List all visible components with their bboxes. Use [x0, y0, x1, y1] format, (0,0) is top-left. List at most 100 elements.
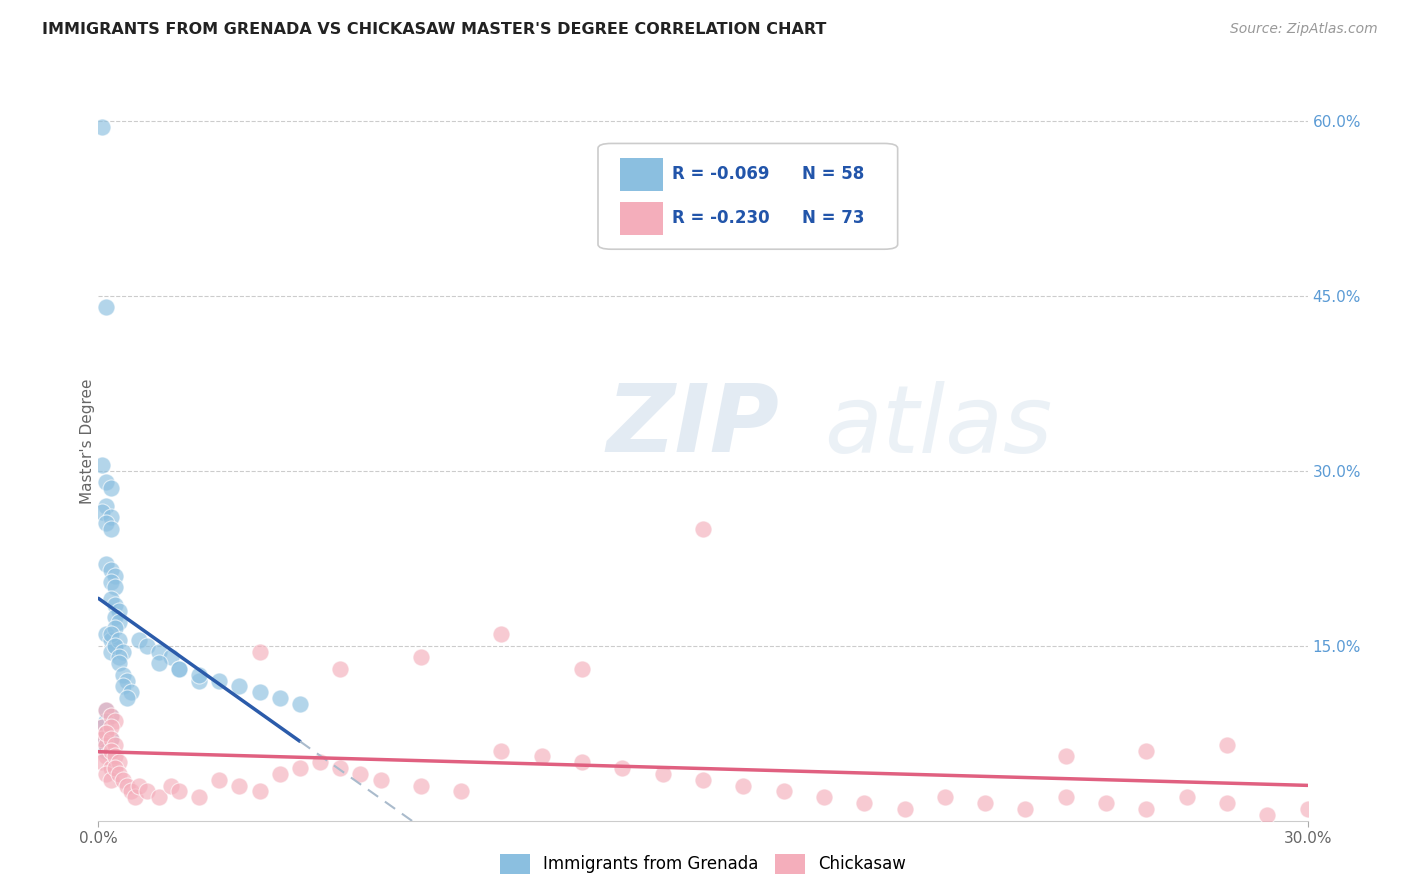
Text: ZIP: ZIP — [606, 380, 779, 473]
Point — [269, 691, 291, 706]
Point — [148, 656, 170, 670]
Point — [96, 749, 118, 764]
Point — [208, 772, 231, 787]
Point — [160, 650, 183, 665]
Point — [1135, 744, 1157, 758]
Point — [96, 744, 118, 758]
Point — [103, 598, 125, 612]
Point — [103, 580, 125, 594]
Point — [733, 779, 755, 793]
Point — [1014, 802, 1036, 816]
Point — [103, 639, 125, 653]
Point — [107, 615, 129, 630]
Point — [103, 761, 125, 775]
Point — [96, 767, 118, 781]
Point — [91, 120, 114, 134]
Point — [91, 720, 114, 734]
Point — [1296, 802, 1319, 816]
Point — [103, 714, 125, 729]
Point — [103, 621, 125, 635]
Point — [100, 731, 122, 746]
Point — [107, 756, 129, 770]
Point — [128, 779, 150, 793]
Point — [249, 644, 271, 658]
Point — [135, 639, 157, 653]
Point — [100, 632, 122, 647]
Point — [269, 767, 291, 781]
Point — [91, 756, 114, 770]
Point — [1054, 749, 1077, 764]
Point — [96, 301, 118, 315]
Point — [853, 796, 876, 810]
Point — [96, 499, 118, 513]
Point — [111, 772, 134, 787]
Point — [1256, 807, 1278, 822]
Point — [349, 767, 371, 781]
Point — [893, 802, 915, 816]
Point — [167, 662, 190, 676]
Point — [100, 574, 122, 589]
Point — [208, 673, 231, 688]
Point — [772, 784, 794, 798]
Point — [100, 761, 122, 775]
Point — [100, 627, 122, 641]
Point — [100, 592, 122, 607]
Point — [100, 744, 122, 758]
Text: R = -0.230: R = -0.230 — [672, 210, 769, 227]
Point — [530, 749, 553, 764]
Point — [249, 784, 271, 798]
Point — [148, 790, 170, 805]
Point — [188, 673, 211, 688]
Point — [91, 738, 114, 752]
Point — [111, 668, 134, 682]
Point — [103, 639, 125, 653]
Point — [409, 650, 432, 665]
Point — [115, 691, 138, 706]
Point — [91, 731, 114, 746]
Point — [167, 662, 190, 676]
Point — [107, 656, 129, 670]
Point — [100, 708, 122, 723]
Point — [1054, 790, 1077, 805]
FancyBboxPatch shape — [620, 202, 664, 235]
Point — [96, 714, 118, 729]
Point — [571, 662, 593, 676]
Point — [96, 557, 118, 571]
Point — [96, 703, 118, 717]
Point — [309, 756, 332, 770]
Point — [91, 458, 114, 472]
Point — [974, 796, 997, 810]
Point — [934, 790, 956, 805]
Point — [103, 749, 125, 764]
Point — [100, 522, 122, 536]
Point — [103, 609, 125, 624]
Text: N = 73: N = 73 — [803, 210, 865, 227]
Point — [288, 761, 311, 775]
Point — [100, 644, 122, 658]
Point — [370, 772, 392, 787]
Point — [813, 790, 835, 805]
Point — [96, 627, 118, 641]
Point — [571, 756, 593, 770]
Text: N = 58: N = 58 — [803, 165, 865, 183]
Point — [228, 779, 250, 793]
Point — [100, 563, 122, 577]
Point — [107, 604, 129, 618]
Point — [167, 784, 190, 798]
Point — [100, 772, 122, 787]
Point — [96, 726, 118, 740]
Point — [91, 720, 114, 734]
Point — [188, 668, 211, 682]
Point — [100, 708, 122, 723]
Point — [491, 627, 513, 641]
Text: Source: ZipAtlas.com: Source: ZipAtlas.com — [1230, 22, 1378, 37]
Point — [1175, 790, 1198, 805]
Point — [692, 772, 714, 787]
Point — [329, 662, 352, 676]
Point — [1216, 796, 1239, 810]
Point — [491, 744, 513, 758]
Point — [1216, 738, 1239, 752]
Point — [1135, 802, 1157, 816]
Point — [128, 632, 150, 647]
Point — [228, 680, 250, 694]
